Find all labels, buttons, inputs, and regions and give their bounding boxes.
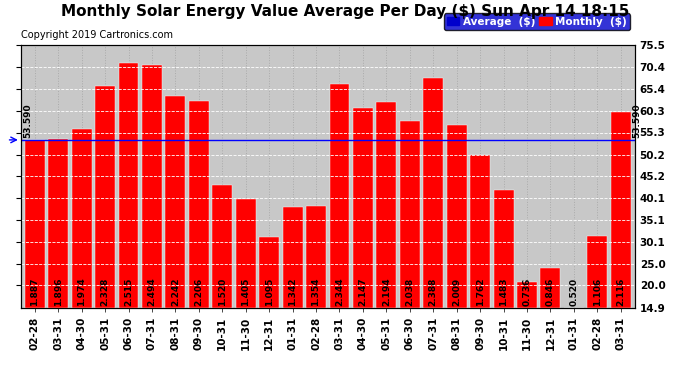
Bar [540,268,560,308]
Text: 0.520: 0.520 [569,278,578,306]
Text: 2.494: 2.494 [148,278,157,306]
Text: 1.887: 1.887 [30,278,39,306]
Bar [400,122,420,308]
Bar [119,63,139,308]
Text: 2.116: 2.116 [616,278,625,306]
Text: 2.328: 2.328 [101,278,110,306]
Bar [353,108,373,308]
Bar [587,236,607,308]
Text: 1.762: 1.762 [475,278,484,306]
Bar [48,139,68,308]
Bar [95,86,115,308]
Text: Monthly Solar Energy Value Average Per Day ($) Sun Apr 14 18:15: Monthly Solar Energy Value Average Per D… [61,4,629,19]
Text: 1.106: 1.106 [593,278,602,306]
Text: 1.974: 1.974 [77,278,86,306]
Bar [213,185,233,308]
Bar [236,199,256,308]
Bar [517,282,537,308]
Text: 0.846: 0.846 [546,278,555,306]
Text: 2.009: 2.009 [452,278,461,306]
Text: 2.388: 2.388 [428,278,437,306]
Bar [25,140,45,308]
Text: 2.147: 2.147 [358,278,367,306]
Bar [283,207,302,308]
Text: 2.242: 2.242 [171,278,180,306]
Bar [470,155,490,308]
Text: 1.342: 1.342 [288,278,297,306]
Text: 53.590: 53.590 [23,103,32,138]
Text: 0.736: 0.736 [522,278,531,306]
Text: 1.095: 1.095 [265,278,274,306]
Bar [306,206,326,308]
Text: 2.344: 2.344 [335,278,344,306]
Text: 1.896: 1.896 [54,278,63,306]
Bar [446,125,466,308]
Text: 2.194: 2.194 [382,278,391,306]
Text: 53.590: 53.590 [633,103,642,138]
Text: 2.038: 2.038 [405,278,414,306]
Legend: Average  ($), Monthly  ($): Average ($), Monthly ($) [444,13,629,30]
Bar [166,96,186,308]
Text: 1.483: 1.483 [499,278,508,306]
Text: 1.405: 1.405 [241,278,250,306]
Text: 1.520: 1.520 [218,278,227,306]
Bar [72,129,92,308]
Text: Copyright 2019 Cartronics.com: Copyright 2019 Cartronics.com [21,30,172,40]
Bar [611,112,631,308]
Bar [142,65,162,308]
Bar [189,101,209,308]
Bar [423,78,443,308]
Text: 2.206: 2.206 [195,278,204,306]
Text: 2.515: 2.515 [124,278,133,306]
Bar [493,190,513,308]
Bar [330,84,349,308]
Bar [376,102,396,308]
Text: 1.354: 1.354 [311,278,321,306]
Bar [259,237,279,308]
